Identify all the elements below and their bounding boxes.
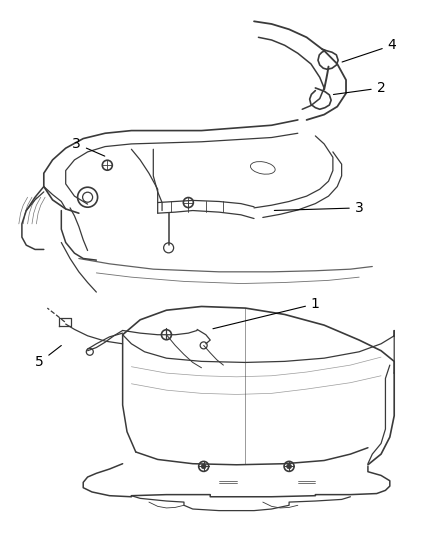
Text: 2: 2 xyxy=(333,81,385,95)
Circle shape xyxy=(201,464,206,469)
Text: 4: 4 xyxy=(342,38,396,62)
Text: 1: 1 xyxy=(213,297,320,329)
Text: 3: 3 xyxy=(274,201,364,215)
Circle shape xyxy=(286,464,292,469)
Text: 5: 5 xyxy=(35,345,61,369)
Text: 3: 3 xyxy=(72,137,105,156)
